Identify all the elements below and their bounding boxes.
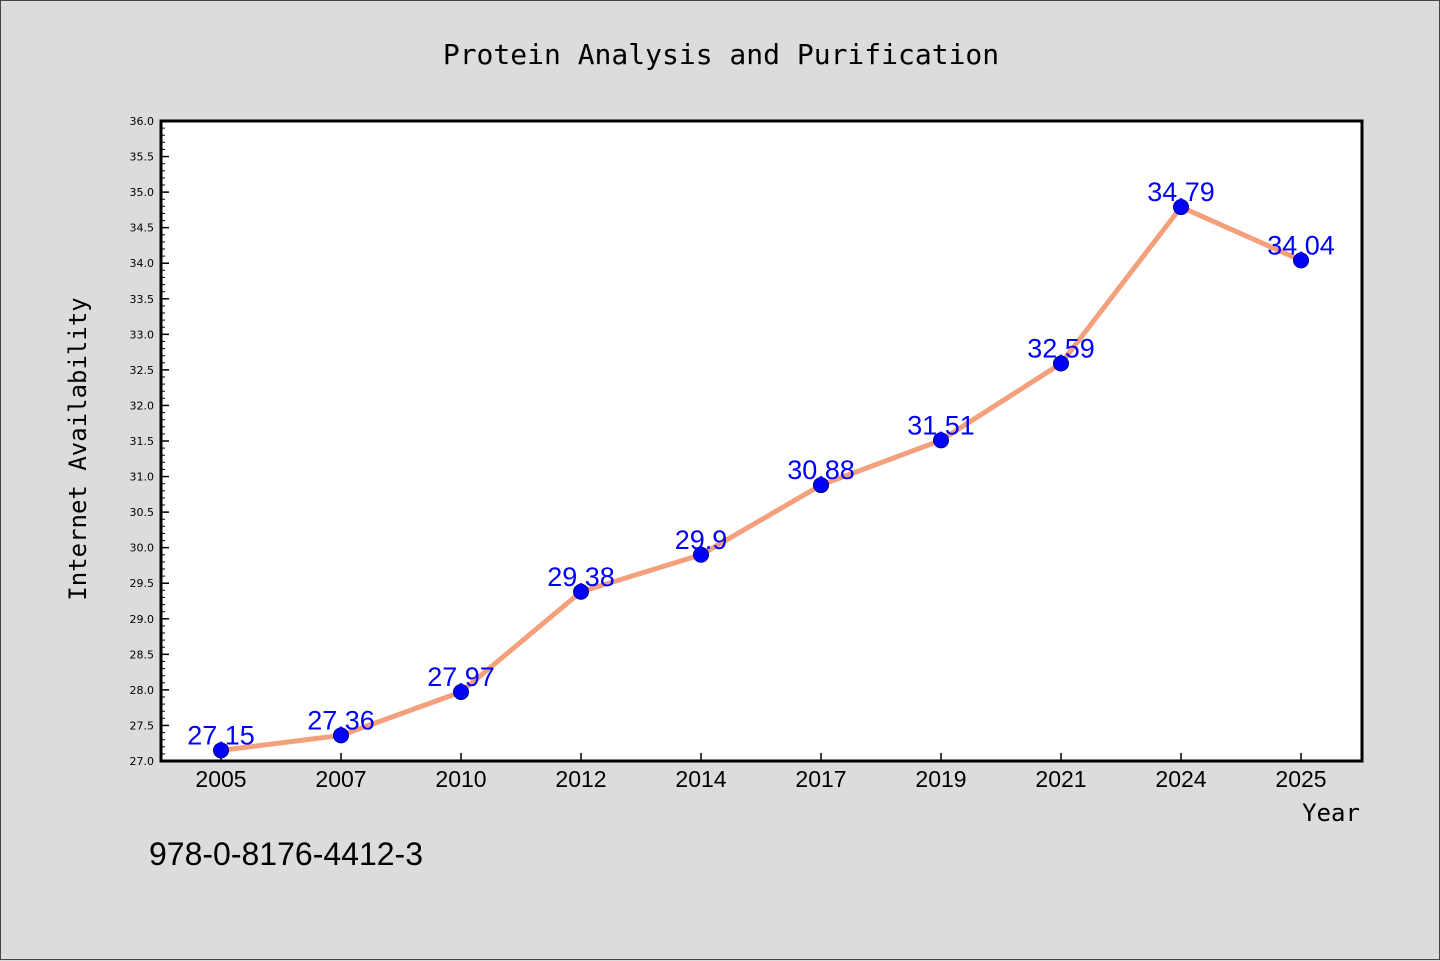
data-label: 34.79	[1147, 177, 1215, 207]
x-tick-label: 2017	[795, 766, 846, 792]
y-tick-label: 34.0	[130, 257, 155, 270]
data-label: 30.88	[787, 455, 855, 485]
data-point	[813, 477, 829, 494]
y-axis: 27.0 27.5 28.0 28.5 29.0 29.5 30.0 30.5 31.0 31.5…	[130, 115, 169, 768]
data-label: 32.59	[1027, 333, 1095, 363]
y-tick-label: 36.0	[130, 115, 155, 128]
y-axis-label: Internet Availability	[64, 297, 92, 600]
y-minor-ticks	[161, 127, 165, 755]
chart-title: Protein Analysis and Purification	[443, 38, 999, 71]
data-point	[693, 546, 709, 563]
x-tick-label: 2012	[555, 766, 606, 792]
data-label: 27.97	[427, 662, 495, 692]
y-tick-label: 33.0	[130, 328, 155, 341]
y-tick-label: 30.5	[130, 506, 155, 519]
y-tick-label: 35.0	[130, 186, 155, 199]
data-label: 31.51	[907, 410, 975, 440]
y-tick-label: 27.0	[130, 755, 155, 768]
data-point	[1053, 355, 1069, 372]
data-point	[933, 432, 949, 449]
y-tick-label: 33.5	[130, 293, 155, 306]
data-labels: 27.15 27.36 27.97 29.38 29.9 30.88 31.51 32.59 3…	[187, 177, 1335, 750]
y-tick-label: 31.0	[130, 471, 155, 484]
y-tick-label: 35.5	[130, 151, 155, 164]
y-tick-label: 34.5	[130, 222, 155, 235]
y-tick-label: 30.0	[130, 542, 155, 555]
y-tick-label: 31.5	[130, 435, 155, 448]
y-tick-label: 27.5	[130, 719, 155, 732]
data-point	[453, 684, 469, 701]
data-label: 29.9	[675, 525, 728, 555]
isbn-annotation: 978-0-8176-4412-3	[149, 836, 423, 872]
x-tick-label: 2025	[1275, 766, 1326, 792]
x-tick-label: 2021	[1035, 766, 1086, 792]
y-tick-label: 32.5	[130, 364, 155, 377]
data-point	[1173, 199, 1189, 216]
x-axis-label: Year	[1302, 799, 1360, 827]
x-tick-label: 2007	[315, 766, 366, 792]
data-point	[213, 742, 229, 759]
plot-area	[159, 119, 1364, 763]
x-axis: 2005 2007 2010 2012 2014 2017 2019 2021 2024 2025	[195, 753, 1327, 792]
data-label: 27.36	[307, 705, 375, 735]
data-markers	[213, 199, 1309, 759]
data-point	[573, 583, 589, 600]
x-tick-label: 2019	[915, 766, 966, 792]
data-label: 29.38	[547, 562, 615, 592]
data-point	[333, 727, 349, 744]
y-tick-label: 29.5	[130, 577, 155, 590]
series-line	[220, 204, 1303, 753]
x-tick-label: 2014	[675, 766, 726, 792]
y-tick-label: 29.0	[130, 613, 155, 626]
y-tick-label: 28.0	[130, 684, 155, 697]
data-label: 27.15	[187, 720, 255, 750]
x-tick-label: 2010	[435, 766, 486, 792]
data-point	[1293, 252, 1309, 269]
data-label: 34.04	[1267, 230, 1335, 260]
x-tick-label: 2024	[1155, 766, 1206, 792]
y-tick-label: 32.0	[130, 399, 155, 412]
x-tick-label: 2005	[195, 766, 246, 792]
y-tick-label: 28.5	[130, 648, 155, 661]
